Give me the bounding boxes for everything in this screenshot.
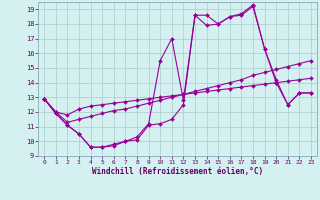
X-axis label: Windchill (Refroidissement éolien,°C): Windchill (Refroidissement éolien,°C) (92, 167, 263, 176)
